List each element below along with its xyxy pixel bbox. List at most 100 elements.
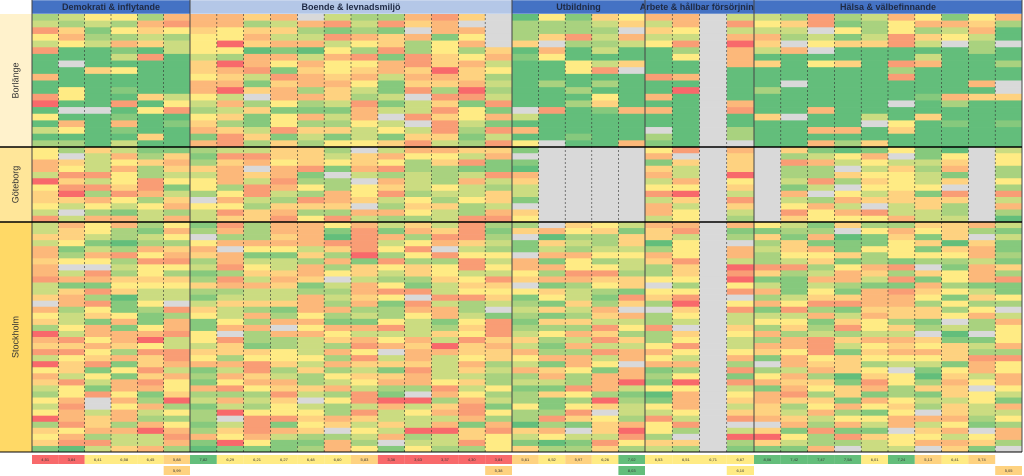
heatmap-cell	[243, 140, 271, 148]
heatmap-cell	[565, 60, 593, 68]
heatmap-cell	[485, 107, 513, 115]
heatmap-cell	[216, 421, 244, 429]
heatmap-cell	[377, 300, 405, 308]
footer-value: 5,83	[361, 457, 370, 462]
heatmap-cell	[645, 397, 673, 404]
heatmap-cell	[565, 40, 593, 48]
heatmap-cell	[888, 165, 916, 173]
heatmap-cell	[807, 93, 835, 101]
heatmap-cell	[404, 427, 432, 435]
heatmap-cell	[591, 215, 619, 223]
heatmap-cell	[512, 172, 539, 179]
heatmap-cell	[297, 330, 325, 338]
heatmap-cell	[485, 415, 513, 423]
heatmap-cell	[780, 385, 808, 392]
heatmap-cell	[270, 228, 298, 235]
heatmap-cell	[995, 20, 1023, 28]
heatmap-cell	[431, 93, 459, 101]
heatmap-cell	[243, 385, 271, 392]
heatmap-cell	[726, 397, 755, 404]
heatmap-cell	[565, 355, 593, 362]
heatmap-cell	[995, 294, 1023, 301]
heatmap-cell	[726, 294, 755, 301]
heatmap-cell	[58, 203, 85, 210]
heatmap-cell	[163, 40, 191, 48]
heatmap-cell	[807, 47, 835, 55]
heatmap-cell	[888, 228, 916, 235]
heatmap-cell	[243, 318, 271, 326]
heatmap-cell	[645, 276, 673, 283]
heatmap-cell	[807, 234, 835, 241]
heatmap-cell	[672, 165, 700, 173]
heatmap-cell	[243, 349, 271, 356]
heatmap-cell	[834, 397, 862, 404]
heatmap-cell	[58, 264, 85, 271]
heatmap-cell	[672, 343, 700, 350]
heatmap-cell	[645, 165, 673, 173]
heatmap-cell	[351, 433, 379, 441]
heatmap-cell	[995, 439, 1023, 447]
heatmap-cell	[538, 147, 566, 154]
heatmap-cell	[538, 14, 566, 21]
heatmap-cell	[754, 403, 782, 410]
heatmap-cell	[32, 133, 59, 141]
heatmap-cell	[591, 27, 619, 35]
heatmap-cell	[163, 234, 191, 241]
heatmap-cell	[32, 246, 59, 253]
heatmap-cell	[538, 439, 566, 447]
heatmap-cell	[672, 361, 700, 368]
heatmap-cell	[672, 234, 700, 241]
heatmap-cell	[618, 67, 646, 75]
heatmap-cell	[645, 385, 673, 392]
heatmap-cell	[216, 178, 244, 185]
heatmap-cell	[512, 33, 539, 41]
heatmap-cell	[485, 14, 513, 21]
category-header-label: Boende & levnadsmiljö	[301, 2, 401, 12]
heatmap-cell	[485, 184, 513, 192]
heatmap-cell	[861, 60, 889, 68]
heatmap-cell	[995, 361, 1023, 368]
heatmap-cell	[618, 47, 646, 55]
heatmap-cell	[914, 427, 942, 435]
heatmap-cell	[485, 294, 513, 301]
heatmap-cell	[861, 203, 889, 210]
heatmap-cell	[163, 415, 191, 423]
heatmap-cell	[888, 113, 916, 121]
heatmap-cell	[351, 264, 379, 271]
heatmap-cell	[914, 228, 942, 235]
heatmap-cell	[32, 240, 59, 247]
heatmap-cell	[270, 14, 298, 21]
footer-value: 6,41	[94, 457, 103, 462]
heatmap-cell	[377, 234, 405, 241]
heatmap-cell	[163, 270, 191, 277]
heatmap-cell	[190, 190, 218, 198]
heatmap-cell	[914, 234, 942, 241]
heatmap-cell	[754, 397, 782, 404]
heatmap-cell	[111, 367, 138, 374]
heatmap-cell	[270, 159, 298, 167]
heatmap-cell	[861, 252, 889, 259]
heatmap-cell	[780, 343, 808, 350]
heatmap-cell	[58, 361, 85, 368]
heatmap-cell	[243, 228, 271, 235]
heatmap-cell	[404, 40, 432, 48]
heatmap-cell	[538, 270, 566, 277]
heatmap-cell	[137, 258, 164, 265]
heatmap-cell	[163, 27, 191, 35]
heatmap-cell	[32, 60, 59, 68]
heatmap-cell	[137, 27, 164, 35]
heatmap-cell	[888, 409, 916, 416]
heatmap-cell	[699, 20, 728, 28]
heatmap-cell	[780, 270, 808, 277]
heatmap-cell	[645, 222, 673, 229]
heatmap-cell	[58, 252, 85, 259]
heatmap-cell	[84, 113, 112, 121]
heatmap-cell	[243, 215, 271, 223]
heatmap-cell	[512, 264, 539, 271]
heatmap-cell	[297, 246, 325, 253]
heatmap-cell	[512, 178, 539, 185]
heatmap-cell	[754, 258, 782, 265]
heatmap-cell	[645, 282, 673, 289]
heatmap-cell	[591, 47, 619, 55]
heatmap-cell	[297, 294, 325, 301]
